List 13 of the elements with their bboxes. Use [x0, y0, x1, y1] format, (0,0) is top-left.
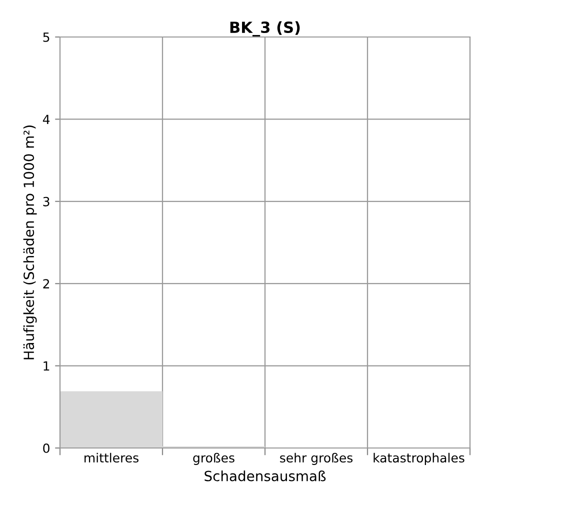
- y-tick-label: 1: [44, 361, 50, 371]
- x-tick-label: großes: [193, 452, 234, 465]
- y-tick-label: 0: [43, 443, 50, 453]
- x-tick-label: sehr großes: [280, 452, 353, 465]
- y-tick-label: 3: [43, 196, 50, 206]
- x-axis-title: Schadensausmaß: [204, 470, 326, 482]
- y-tick-label: 5: [43, 32, 50, 42]
- x-tick-label: katastrophales: [374, 452, 464, 465]
- y-axis-title: Häufigkeit (Schäden pro 1000 m²): [23, 126, 37, 360]
- y-tick-label: 4: [42, 114, 50, 124]
- x-tick-label: mittleres: [84, 452, 138, 463]
- chart-title: BK_3 (S): [230, 21, 300, 36]
- y-tick-label: 2: [43, 279, 50, 288]
